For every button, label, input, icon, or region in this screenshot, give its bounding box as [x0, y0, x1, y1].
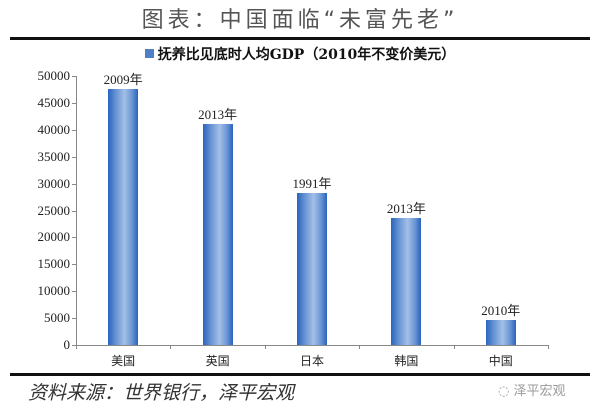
- bar-annotation: 2013年: [198, 106, 238, 122]
- y-axis: [76, 76, 77, 346]
- y-tick-label: 15000: [37, 256, 71, 272]
- watermark-text: 泽平宏观: [513, 384, 566, 399]
- x-tick-mark: [76, 345, 77, 349]
- chart-title: 图表：中国面临“未富先老”: [141, 8, 459, 33]
- y-tick-mark: [72, 264, 76, 266]
- bar: [202, 123, 233, 345]
- source-note: 资料来源：世界银行，泽平宏观: [28, 382, 295, 404]
- x-tick-mark: [453, 345, 455, 349]
- legend: 抚养比见底时人均GDP（2010年不变价美元）: [0, 44, 600, 64]
- bar-annotation: 2009年: [103, 71, 143, 87]
- x-axis: [76, 345, 548, 346]
- x-tick-label: 英国: [205, 354, 230, 368]
- y-tick-mark: [72, 129, 76, 131]
- legend-label: 抚养比见底时人均GDP（2010年不变价美元）: [157, 47, 456, 63]
- y-tick-label: 25000: [37, 202, 71, 218]
- watermark: ◌ 泽平宏观: [498, 384, 566, 399]
- y-tick-mark: [72, 237, 76, 239]
- x-tick-label: 美国: [111, 354, 136, 368]
- y-tick-mark: [72, 76, 76, 77]
- x-tick-mark: [359, 345, 361, 349]
- x-tick-mark: [170, 345, 172, 349]
- top-divider: [10, 37, 590, 40]
- x-tick-label: 日本: [299, 354, 324, 368]
- x-tick-label: 中国: [488, 354, 513, 368]
- bar: [297, 192, 327, 345]
- y-tick-label: 0: [63, 337, 71, 352]
- y-tick-mark: [72, 156, 76, 158]
- bar: [485, 320, 516, 345]
- bottom-divider: [10, 373, 590, 376]
- y-tick-label: 5000: [44, 310, 70, 326]
- y-tick-mark: [72, 345, 76, 346]
- y-tick-label: 50000: [37, 68, 71, 83]
- x-tick-mark: [264, 345, 266, 349]
- y-tick-mark: [72, 210, 76, 212]
- y-tick-mark: [72, 102, 76, 104]
- bar-annotation: 1991年: [292, 175, 332, 191]
- y-tick-mark: [72, 183, 76, 185]
- bar-annotation: 2010年: [481, 303, 521, 319]
- bar: [108, 88, 139, 345]
- bar-annotation: 2013年: [386, 201, 426, 217]
- y-tick-label: 35000: [37, 148, 71, 164]
- y-tick-label: 20000: [37, 229, 71, 245]
- y-tick-mark: [72, 291, 76, 293]
- bar: [391, 218, 422, 345]
- x-tick-mark: [548, 345, 549, 349]
- legend-swatch: [144, 49, 154, 58]
- y-tick-label: 45000: [37, 94, 71, 110]
- y-tick-label: 10000: [37, 283, 71, 299]
- x-tick-label: 韩国: [394, 354, 419, 368]
- y-tick-label: 40000: [37, 121, 71, 137]
- y-tick-mark: [72, 318, 76, 320]
- y-tick-label: 30000: [37, 175, 71, 191]
